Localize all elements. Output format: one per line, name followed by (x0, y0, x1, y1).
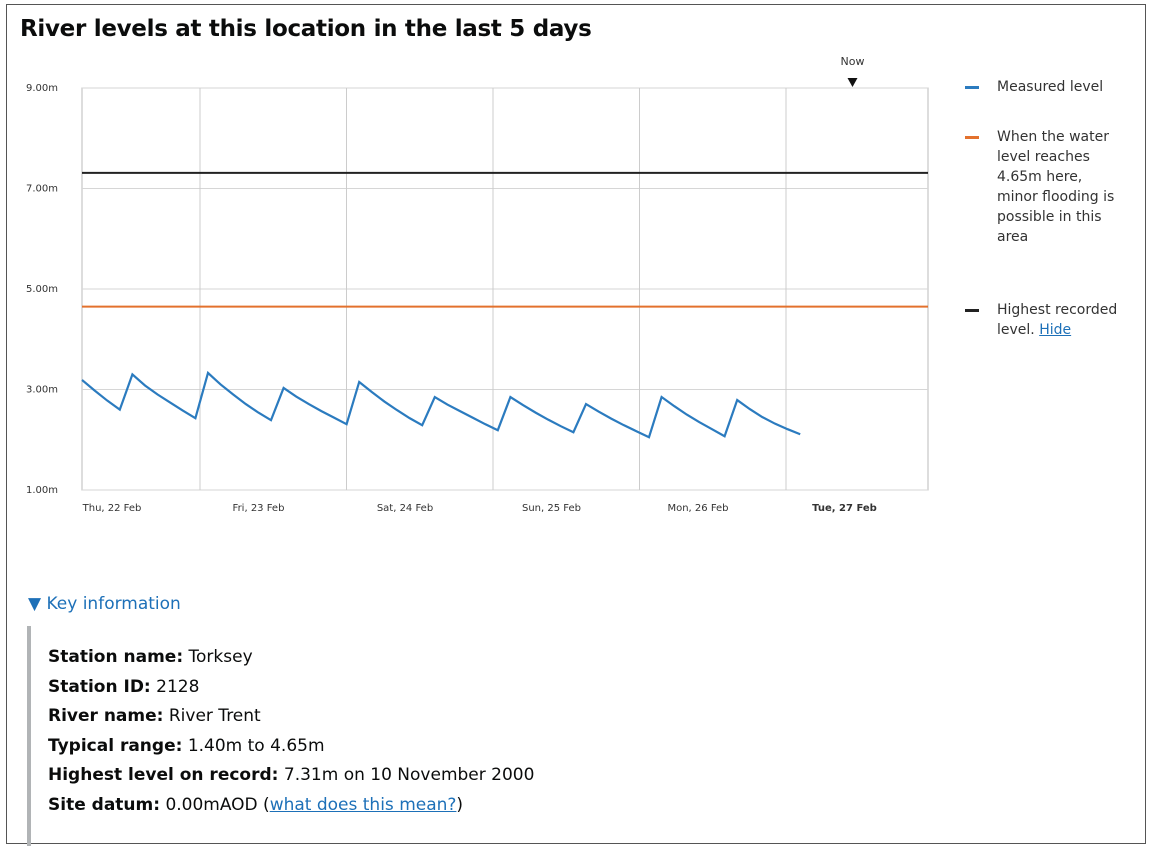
legend-swatch (965, 309, 979, 312)
legend-text: When the water level reaches 4.65m here,… (997, 127, 1125, 247)
legend-label: Measured level (997, 79, 1104, 95)
y-tick-label: 3.00m (26, 385, 58, 396)
chart: 1.00m 3.00m 5.00m 7.00m 9.00m Thu, 22 Feb Fri,… (26, 55, 929, 514)
info-row: Station name: Torksey (48, 647, 253, 667)
info-label: Station name: (48, 647, 184, 667)
info-label: River name: (48, 706, 164, 726)
info-row: Site datum: 0.00mAOD (what does this mea… (48, 795, 463, 815)
y-tick-label: 5.00m (26, 284, 58, 295)
chart-title: River levels at this location in the las… (20, 16, 592, 42)
x-tick-label: Fri, 23 Feb (233, 503, 285, 514)
info-after: ) (456, 794, 464, 815)
legend-text: Measured level (997, 77, 1125, 97)
x-tick-label: Sun, 25 Feb (522, 503, 581, 514)
measured-line (81, 370, 801, 439)
key-info-toggle[interactable]: ▼ Key information (28, 594, 181, 614)
page: River levels at this location in the las… (6, 4, 1146, 846)
info-link[interactable]: what does this mean? (269, 794, 457, 815)
legend-text: Highest recorded level. Hide (997, 300, 1125, 340)
legend-entry: Highest recorded level. Hide (965, 300, 1125, 340)
info-row: Typical range: 1.40m to 4.65m (48, 736, 325, 756)
y-tick-label: 9.00m (26, 83, 58, 94)
now-label: Now (841, 55, 865, 68)
info-label: Site datum: (48, 794, 161, 815)
legend-entry: Measured level (965, 77, 1125, 97)
toggle-text[interactable]: Key information (46, 594, 181, 614)
info-row: Highest level on record: 7.31m on 10 Nov… (48, 765, 534, 785)
now-marker (847, 78, 858, 87)
legend-label: Highest recorded level. (997, 302, 1118, 338)
legend-link[interactable]: Hide (1039, 322, 1072, 338)
info-label: Typical range: (48, 735, 183, 756)
legend-entry: When the water level reaches 4.65m here,… (965, 127, 1125, 247)
inset-bar (27, 626, 31, 846)
info-label: Highest level on record: (48, 765, 279, 785)
info-label: Station ID: (48, 676, 151, 697)
x-tick-label: Mon, 26 Feb (667, 503, 728, 514)
y-tick-label: 1.00m (26, 485, 58, 496)
info-value: 0.00mAOD ( (165, 794, 270, 815)
legend-swatch (965, 136, 979, 139)
info-value: Torksey (188, 647, 253, 667)
y-tick-label: 7.00m (26, 184, 58, 195)
legend-swatch (965, 86, 979, 89)
info-row: Station ID: 2128 (48, 677, 199, 697)
info-value: 2128 (156, 676, 200, 697)
info-value: 1.40m to 4.65m (187, 735, 325, 756)
legend-label: When the water level reaches 4.65m here,… (997, 129, 1115, 245)
info-value: River Trent (168, 706, 261, 726)
x-tick-label: Tue, 27 Feb (812, 503, 877, 514)
info-row: River name: River Trent (48, 706, 261, 726)
x-tick-label: Sat, 24 Feb (377, 503, 433, 514)
x-tick-label: Thu, 22 Feb (82, 503, 142, 514)
info-value: 7.31m on 10 November 2000 (283, 765, 535, 785)
